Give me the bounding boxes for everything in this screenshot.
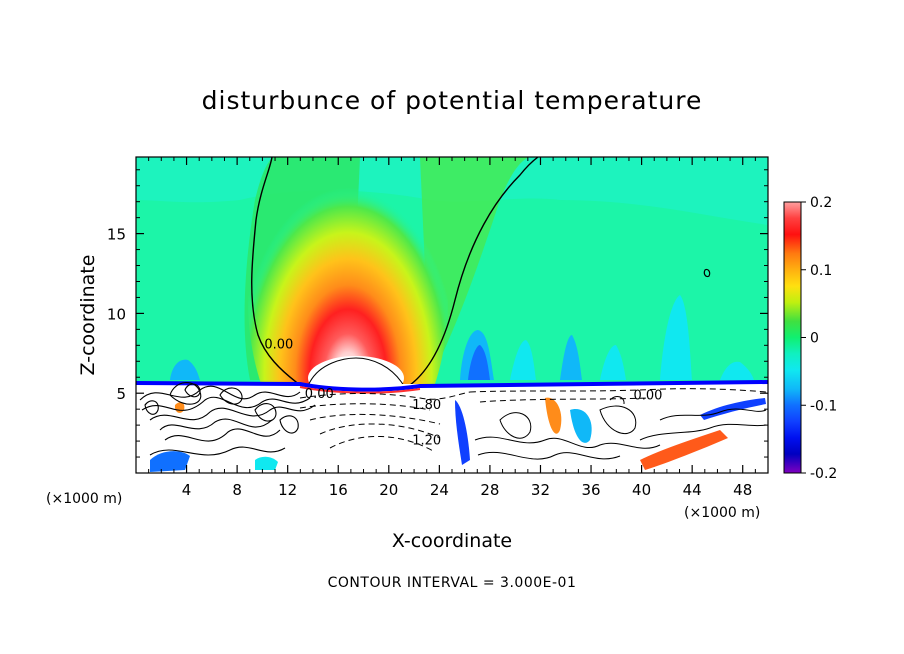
x-tick-label: 32	[531, 481, 550, 499]
x-tick-label: 24	[430, 481, 449, 499]
x-unit-label-right: (×1000 m)	[684, 505, 760, 521]
core-contour	[307, 357, 405, 387]
x-tick-label: 12	[278, 481, 297, 499]
x-axis: 4 8 12 16 20 24 28 32 36 40 44 48	[148, 157, 756, 499]
y-axis: 5 10 15	[107, 169, 768, 458]
cool-blob	[170, 359, 200, 380]
x-tick-label: 44	[683, 481, 702, 499]
zero-contour-right	[409, 157, 539, 386]
small-contour	[703, 268, 711, 278]
x-unit-label-left: (×1000 m)	[46, 491, 122, 507]
colorbar-tick-label: -0.2	[810, 466, 837, 482]
cool-blob	[560, 335, 582, 380]
x-tick-label: 4	[182, 481, 192, 499]
y-tick-label: 5	[116, 385, 126, 403]
x-tick-label: 16	[329, 481, 348, 499]
colorbar-tick-label: 0	[810, 331, 819, 347]
y-axis-label: Z-coordinate	[77, 255, 99, 376]
turbulent-contours-left	[139, 382, 316, 456]
contour-interval-note: CONTOUR INTERVAL = 3.000E-01	[327, 575, 577, 591]
x-tick-label: 48	[733, 481, 752, 499]
y-tick-label: 10	[107, 305, 126, 323]
x-tick-label: 20	[379, 481, 398, 499]
y-tick-label: 15	[107, 226, 126, 244]
contour-label: 0.00	[633, 389, 662, 404]
cool-blob	[468, 345, 490, 380]
x-tick-label: 28	[480, 481, 499, 499]
x-tick-label: 40	[632, 481, 651, 499]
inversion-line-red	[299, 386, 421, 394]
lower-patch	[255, 456, 278, 470]
cool-blob	[600, 345, 626, 380]
x-tick-label: 8	[232, 481, 242, 499]
lower-patch	[455, 400, 470, 465]
colorbar	[783, 201, 802, 474]
dashed-contours	[299, 388, 767, 453]
contour-label: 0.00	[264, 338, 293, 353]
contour-label: 1.20	[412, 433, 441, 448]
x-tick-label: 36	[581, 481, 600, 499]
turbulent-contours-right	[474, 396, 767, 460]
lower-patch	[545, 397, 562, 434]
lower-patch	[640, 430, 728, 470]
cool-blob	[510, 340, 536, 380]
inversion-line	[136, 380, 768, 392]
contour-label: 1.80	[412, 398, 441, 413]
lower-patch	[570, 409, 592, 443]
lower-patch	[150, 451, 190, 472]
colorbar-tick-label: 0.1	[810, 263, 832, 279]
zero-contour-left	[251, 157, 301, 386]
cool-blob	[660, 295, 692, 380]
colorbar-tick-label: -0.1	[810, 398, 837, 414]
cool-blob	[720, 361, 754, 380]
colorbar-ticks: 0.2 0.1 0 -0.1 -0.2	[801, 195, 837, 482]
contour-labels: 0.00 0.00 1.80 1.20 0.00	[264, 338, 662, 449]
colorbar-tick-label: 0.2	[810, 195, 832, 211]
contour-label: 0.00	[305, 387, 334, 402]
chart-title: disturbunce of potential temperature	[201, 86, 703, 115]
x-axis-label: X-coordinate	[392, 530, 512, 552]
